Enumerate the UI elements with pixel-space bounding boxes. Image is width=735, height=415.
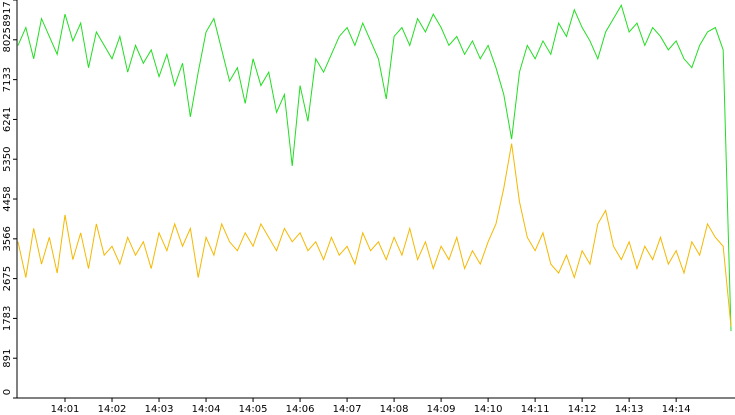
x-tick-label: 14:03 <box>145 404 174 415</box>
y-tick-label: 8917 <box>2 1 13 26</box>
series-line <box>17 143 732 327</box>
x-tick-label: 14:11 <box>521 404 550 415</box>
x-tick-label: 14:09 <box>427 404 456 415</box>
x-tick-label: 14:10 <box>474 404 503 415</box>
y-tick-label: 891 <box>2 349 13 368</box>
x-tick-label: 14:07 <box>333 404 362 415</box>
series-line <box>17 3 732 332</box>
x-tick-label: 14:14 <box>662 404 691 415</box>
x-tick-label: 14:13 <box>615 404 644 415</box>
x-tick-label: 14:06 <box>286 404 315 415</box>
y-tick-label: 1783 <box>2 306 13 331</box>
y-tick-label: 2675 <box>2 266 13 291</box>
x-tick-label: 14:12 <box>568 404 597 415</box>
y-tick-label: 0 <box>2 389 13 395</box>
y-tick-label: 6241 <box>2 107 13 132</box>
y-tick-label: 7133 <box>2 67 13 92</box>
x-tick-label: 14:02 <box>98 404 127 415</box>
y-tick-label: 3566 <box>2 226 13 251</box>
x-tick-label: 14:01 <box>51 404 80 415</box>
x-tick-label: 14:05 <box>239 404 268 415</box>
y-tick-label: 5350 <box>2 146 13 171</box>
x-tick-label: 14:08 <box>380 404 409 415</box>
y-tick-label: 4458 <box>2 186 13 211</box>
x-tick-label: 14:04 <box>192 404 221 415</box>
y-tick-label: 8025 <box>2 27 13 52</box>
